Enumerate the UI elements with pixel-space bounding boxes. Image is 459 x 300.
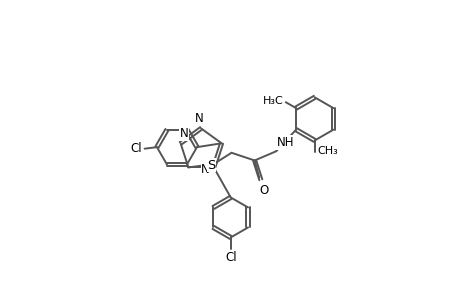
Text: S: S <box>207 159 215 172</box>
Text: NH: NH <box>276 136 294 149</box>
Text: Cl: Cl <box>224 251 236 264</box>
Text: N: N <box>194 112 203 124</box>
Text: Cl: Cl <box>129 142 141 155</box>
Text: H₃C: H₃C <box>262 96 283 106</box>
Text: N: N <box>179 127 188 140</box>
Text: N: N <box>201 163 209 176</box>
Text: O: O <box>259 184 268 196</box>
Text: CH₃: CH₃ <box>316 146 337 156</box>
